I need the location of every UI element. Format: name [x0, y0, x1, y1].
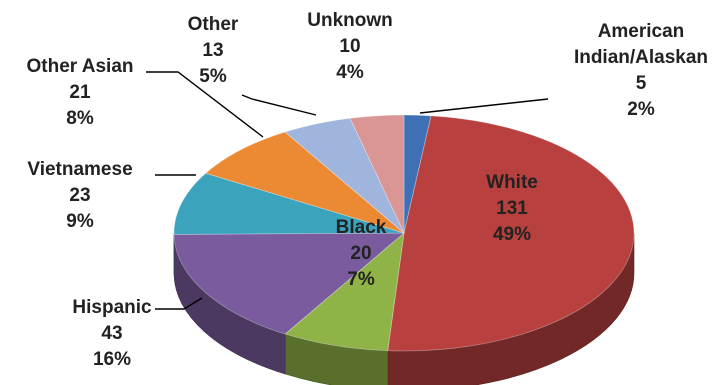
american-indian-alaskan-count-label: 5 — [636, 73, 647, 94]
vietnamese-percent-label: 9% — [66, 211, 94, 232]
leader-line-hispanic — [155, 297, 203, 310]
white-percent-label: 49% — [493, 224, 531, 245]
slice-vietnamese — [173, 172, 405, 235]
slice-black — [284, 232, 405, 352]
american-indian-alaskan-name-label: Indian/Alaskan — [574, 47, 708, 68]
leader-line-other-asian — [146, 71, 264, 138]
vietnamese-name-label: Vietnamese — [27, 159, 132, 180]
other-asian-count-label: 21 — [69, 82, 91, 103]
slice-other — [284, 117, 405, 234]
slice-unknown — [349, 114, 405, 234]
leader-lines — [146, 71, 549, 310]
slice-white — [387, 115, 635, 352]
hispanic-count-label: 43 — [101, 323, 122, 344]
leader-line-american-indian-alaskan — [419, 98, 549, 114]
other-count-label: 13 — [202, 40, 223, 61]
hispanic-percent-label: 16% — [93, 349, 131, 370]
leader-line-other — [241, 94, 317, 116]
unknown-count-label: 10 — [339, 36, 360, 57]
slice-other-asian — [204, 131, 405, 234]
vietnamese-count-label: 23 — [69, 185, 90, 206]
other-asian-name-label: Other Asian — [27, 56, 134, 77]
american-indian-alaskan-percent-label: 2% — [627, 99, 655, 120]
slice-labels: American Indian/Alaskan 5 2% White 131 49% Blac… — [27, 10, 709, 370]
slice-hispanic — [173, 232, 406, 335]
black-count-label: 20 — [350, 243, 371, 264]
other-percent-label: 5% — [199, 66, 227, 87]
unknown-percent-label: 4% — [336, 62, 364, 83]
slice-american-indian-alaskan — [403, 114, 432, 234]
black-percent-label: 7% — [347, 269, 375, 290]
pie-slices — [173, 114, 635, 352]
white-count-label: 131 — [496, 198, 528, 219]
american-indian-alaskan-name-label: American — [598, 21, 685, 42]
hispanic-name-label: Hispanic — [72, 297, 152, 318]
unknown-name-label: Unknown — [307, 10, 393, 31]
other-asian-percent-label: 8% — [66, 108, 94, 129]
other-name-label: Other — [188, 14, 239, 35]
black-name-label: Black — [336, 217, 387, 238]
white-name-label: White — [486, 172, 538, 193]
